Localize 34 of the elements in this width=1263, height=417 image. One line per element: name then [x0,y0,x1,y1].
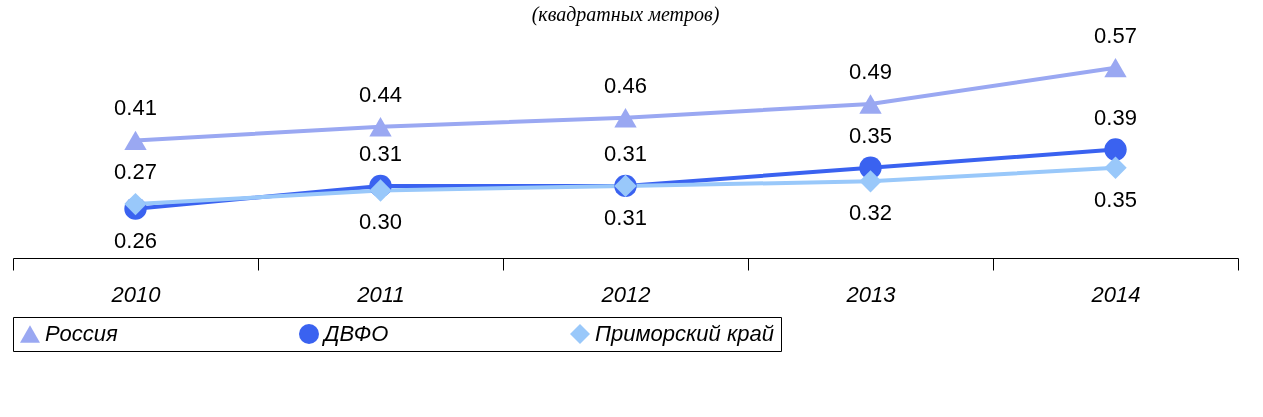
point [124,192,147,216]
data-label: 0.31 [359,140,402,166]
data-label: 0.27 [114,159,157,185]
x-tick-label: 2012 [600,281,651,307]
point [859,170,882,193]
point [1104,57,1127,78]
legend-label: ДВФО [321,321,389,346]
data-label: 0.35 [1094,186,1137,212]
x-tick-label: 2014 [1090,281,1141,307]
data-label: 0.32 [849,200,892,226]
x-tick-label: 2010 [110,281,162,307]
point [859,94,882,114]
point [1104,138,1127,161]
point [369,179,392,202]
data-label: 0.39 [1094,104,1137,130]
chart-title: (квадратных метров) [531,2,720,26]
point [614,108,637,128]
legend-label: Россия [45,321,118,346]
data-label: 0.26 [114,227,157,253]
data-label: 0.31 [604,140,647,166]
point [1104,156,1127,179]
data-label: 0.35 [849,122,892,148]
data-label: 0.44 [359,81,402,107]
data-label: 0.30 [359,209,402,235]
x-tick-label: 2011 [356,281,405,307]
data-label: 0.41 [114,95,157,121]
point [369,117,392,137]
data-label: 0.57 [1094,22,1137,48]
legend-label: Приморский край [595,321,775,346]
data-label: 0.49 [849,59,892,85]
data-label: 0.46 [604,72,647,98]
x-tick-label: 2013 [845,281,897,307]
point [124,130,147,151]
data-label: 0.31 [604,204,647,230]
